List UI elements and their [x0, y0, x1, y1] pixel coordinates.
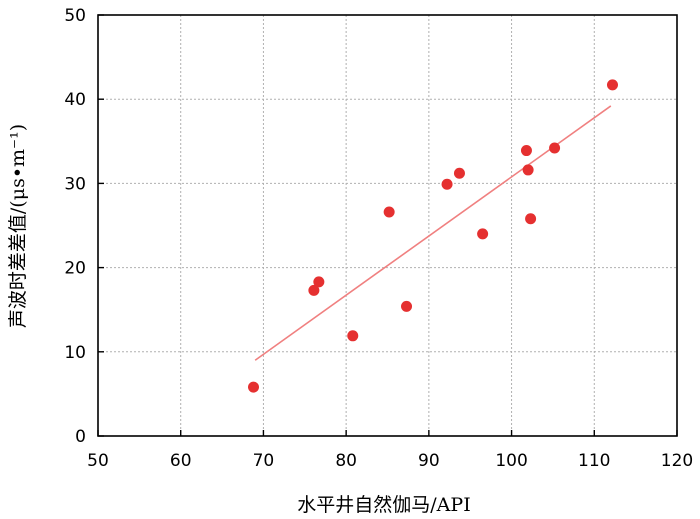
data-point: [383, 206, 395, 218]
x-tick-label: 90: [418, 451, 440, 471]
y-tick-label: 0: [75, 427, 86, 447]
data-point: [520, 145, 532, 157]
data-point: [606, 79, 618, 91]
x-tick-labels: 50 60 70 80 90 100 110 120: [87, 451, 693, 471]
plot-frame: [97, 14, 678, 437]
x-axis-label: 水平井自然伽马/API: [297, 494, 470, 516]
data-point: [308, 284, 320, 296]
y-tick-label: 50: [64, 6, 86, 26]
x-tick-label: 100: [495, 451, 527, 471]
x-tick-label: 50: [87, 451, 109, 471]
data-points: [248, 79, 618, 393]
x-tick-label: 80: [335, 451, 357, 471]
y-tick-label: 30: [64, 174, 86, 194]
y-tick-label: 40: [64, 90, 86, 110]
data-point: [477, 228, 489, 240]
data-point: [549, 142, 561, 154]
y-axis-label: 声波时差差值/(μs•m⁻¹): [7, 124, 29, 328]
data-point: [453, 167, 465, 179]
axis-ticks: [97, 14, 678, 437]
data-point: [525, 213, 537, 225]
data-point: [347, 330, 359, 342]
y-tick-label: 20: [64, 259, 86, 279]
x-tick-label: 110: [578, 451, 610, 471]
x-tick-label: 70: [253, 451, 275, 471]
data-point: [522, 164, 534, 176]
data-point: [248, 381, 260, 393]
data-point: [441, 178, 453, 190]
y-tick-label: 10: [64, 343, 86, 363]
x-tick-label: 120: [661, 451, 693, 471]
x-tick-label: 60: [170, 451, 192, 471]
data-point: [313, 276, 325, 288]
y-tick-labels: 0 10 20 30 40 50: [64, 6, 86, 447]
data-point: [401, 300, 413, 312]
grid: [98, 15, 677, 436]
